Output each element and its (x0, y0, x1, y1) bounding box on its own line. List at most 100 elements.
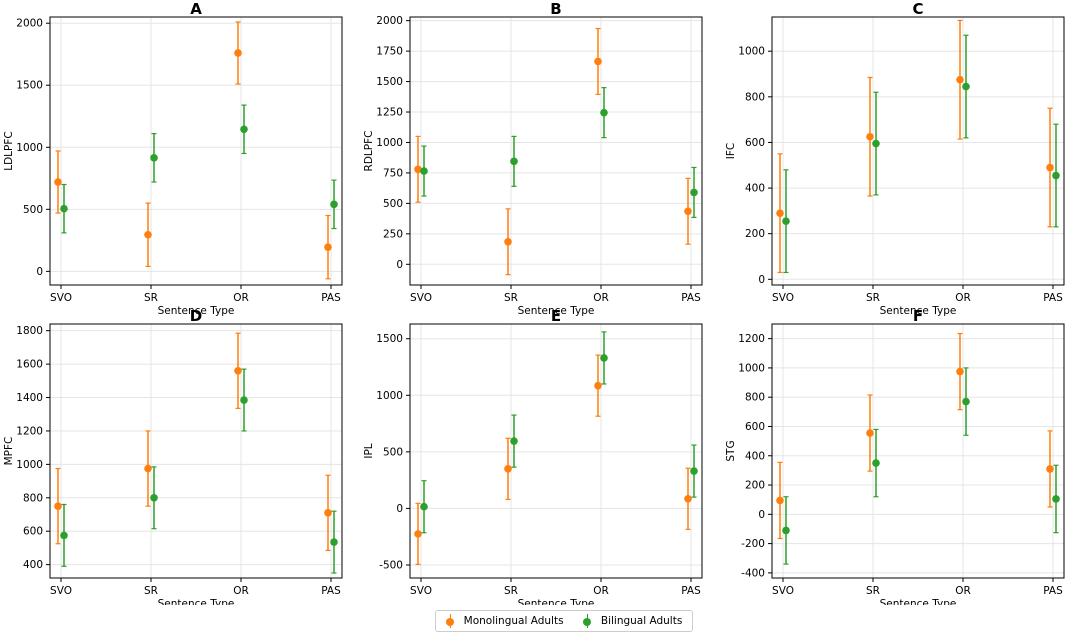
point-monolingual (504, 237, 512, 246)
point-monolingual (54, 178, 62, 186)
point-monolingual (956, 75, 964, 84)
x-tick-label: SVO (50, 585, 72, 597)
y-tick-label: 1750 (376, 46, 403, 58)
point-bilingual (690, 467, 698, 475)
point-bilingual (872, 459, 880, 467)
point-monolingual (54, 502, 62, 510)
x-tick-label: PAS (681, 292, 701, 304)
x-tick-label: PAS (1043, 585, 1063, 597)
x-tick-label: SVO (50, 292, 72, 304)
y-tick-label: 1000 (738, 46, 765, 58)
point-bilingual (240, 396, 248, 404)
x-axis-label: Sentence Type (158, 305, 235, 317)
y-tick-label: 0 (758, 509, 765, 521)
y-tick-label: 1500 (376, 333, 403, 345)
point-bilingual (420, 167, 428, 175)
y-axis-label: STG (725, 440, 737, 461)
legend: Monolingual Adults Bilingual Adults (435, 610, 693, 632)
y-tick-label: 1250 (376, 107, 403, 119)
legend-label-bilingual: Bilingual Adults (600, 615, 683, 627)
legend-item-bilingual: Bilingual Adults (583, 614, 682, 628)
point-monolingual (776, 209, 784, 217)
point-bilingual (600, 354, 608, 362)
y-tick-label: 800 (745, 91, 765, 103)
x-tick-label: OR (233, 585, 249, 597)
panel-title: B (550, 0, 561, 18)
y-tick-label: 500 (383, 198, 403, 210)
point-bilingual (872, 139, 880, 148)
panel-c: 0 200 400 600 800 1000 SVO SR OR PAS C Sentence Typ… (725, 0, 1065, 317)
y-tick-label: 400 (745, 183, 765, 195)
panel-b: 0 250 500 750 1000 1250 1500 1750 2000 SVO SR OR PAS… (363, 0, 703, 317)
y-tick-label: 600 (745, 137, 765, 149)
point-bilingual (1052, 171, 1060, 180)
y-tick-label: 200 (745, 480, 765, 492)
y-tick-label: 800 (745, 392, 765, 404)
panel-d: 400 600 800 1000 1200 1400 1600 1800 SVO SR OR PAS D… (3, 307, 343, 605)
point-monolingual (324, 243, 332, 251)
point-monolingual (594, 381, 602, 390)
point-bilingual (420, 502, 428, 511)
x-tick-label: SR (866, 292, 880, 304)
point-monolingual (1046, 465, 1054, 473)
x-tick-label: SR (144, 585, 158, 597)
y-tick-label: 600 (745, 421, 765, 433)
point-monolingual (1046, 163, 1054, 172)
x-tick-label: SR (144, 292, 158, 304)
y-tick-label: -200 (741, 538, 765, 550)
point-monolingual (144, 230, 152, 239)
point-bilingual (60, 531, 68, 540)
y-tick-label: 500 (23, 204, 43, 216)
legend-item-monolingual: Monolingual Adults (446, 614, 564, 628)
point-bilingual (150, 154, 158, 162)
legend-marker-bilingual (583, 614, 593, 628)
point-bilingual (510, 437, 518, 445)
legend-label-monolingual: Monolingual Adults (463, 615, 564, 627)
x-axis-label: Sentence Type (158, 598, 235, 605)
y-tick-label: 2000 (16, 18, 43, 30)
point-monolingual (866, 429, 874, 437)
y-tick-label: 1600 (16, 359, 43, 371)
x-tick-label: SR (866, 585, 880, 597)
panel-title: A (190, 0, 202, 18)
point-bilingual (330, 200, 338, 209)
y-tick-label: 500 (383, 446, 403, 458)
point-monolingual (956, 367, 964, 376)
point-bilingual (782, 526, 790, 535)
y-axis-label: RDLPFC (363, 131, 375, 172)
point-bilingual (782, 217, 790, 225)
x-tick-label: OR (593, 292, 609, 304)
y-tick-label: 1500 (376, 76, 403, 88)
point-bilingual (962, 397, 970, 406)
point-monolingual (866, 132, 874, 141)
x-tick-label: SVO (772, 292, 794, 304)
x-axis-label: Sentence Type (518, 598, 595, 605)
axes-frame (49, 323, 343, 579)
point-bilingual (510, 157, 518, 166)
y-tick-label: 1500 (16, 80, 43, 92)
point-bilingual (330, 538, 338, 546)
y-tick-label: -500 (379, 559, 403, 571)
point-bilingual (1052, 495, 1060, 503)
x-tick-label: SR (504, 292, 518, 304)
y-tick-label: 400 (23, 559, 43, 571)
y-tick-label: 0 (396, 259, 403, 271)
point-monolingual (684, 207, 692, 216)
y-tick-label: 1000 (16, 142, 43, 154)
point-bilingual (60, 204, 68, 213)
x-axis-label: Sentence Type (518, 305, 595, 317)
x-tick-label: PAS (1043, 292, 1063, 304)
axes-frame (49, 16, 343, 286)
y-axis-label: IFC (725, 143, 737, 159)
panel-title: C (912, 0, 923, 18)
y-axis-label: IPL (363, 443, 375, 458)
y-tick-label: 1000 (16, 459, 43, 471)
x-tick-label: SVO (410, 292, 432, 304)
point-monolingual (144, 464, 152, 473)
y-tick-label: 750 (383, 167, 403, 179)
panel-a: 0 500 1000 1500 2000 SVO SR OR PAS A Sentence Type… (3, 0, 343, 317)
x-tick-label: PAS (321, 585, 341, 597)
y-tick-label: 1800 (16, 325, 43, 337)
